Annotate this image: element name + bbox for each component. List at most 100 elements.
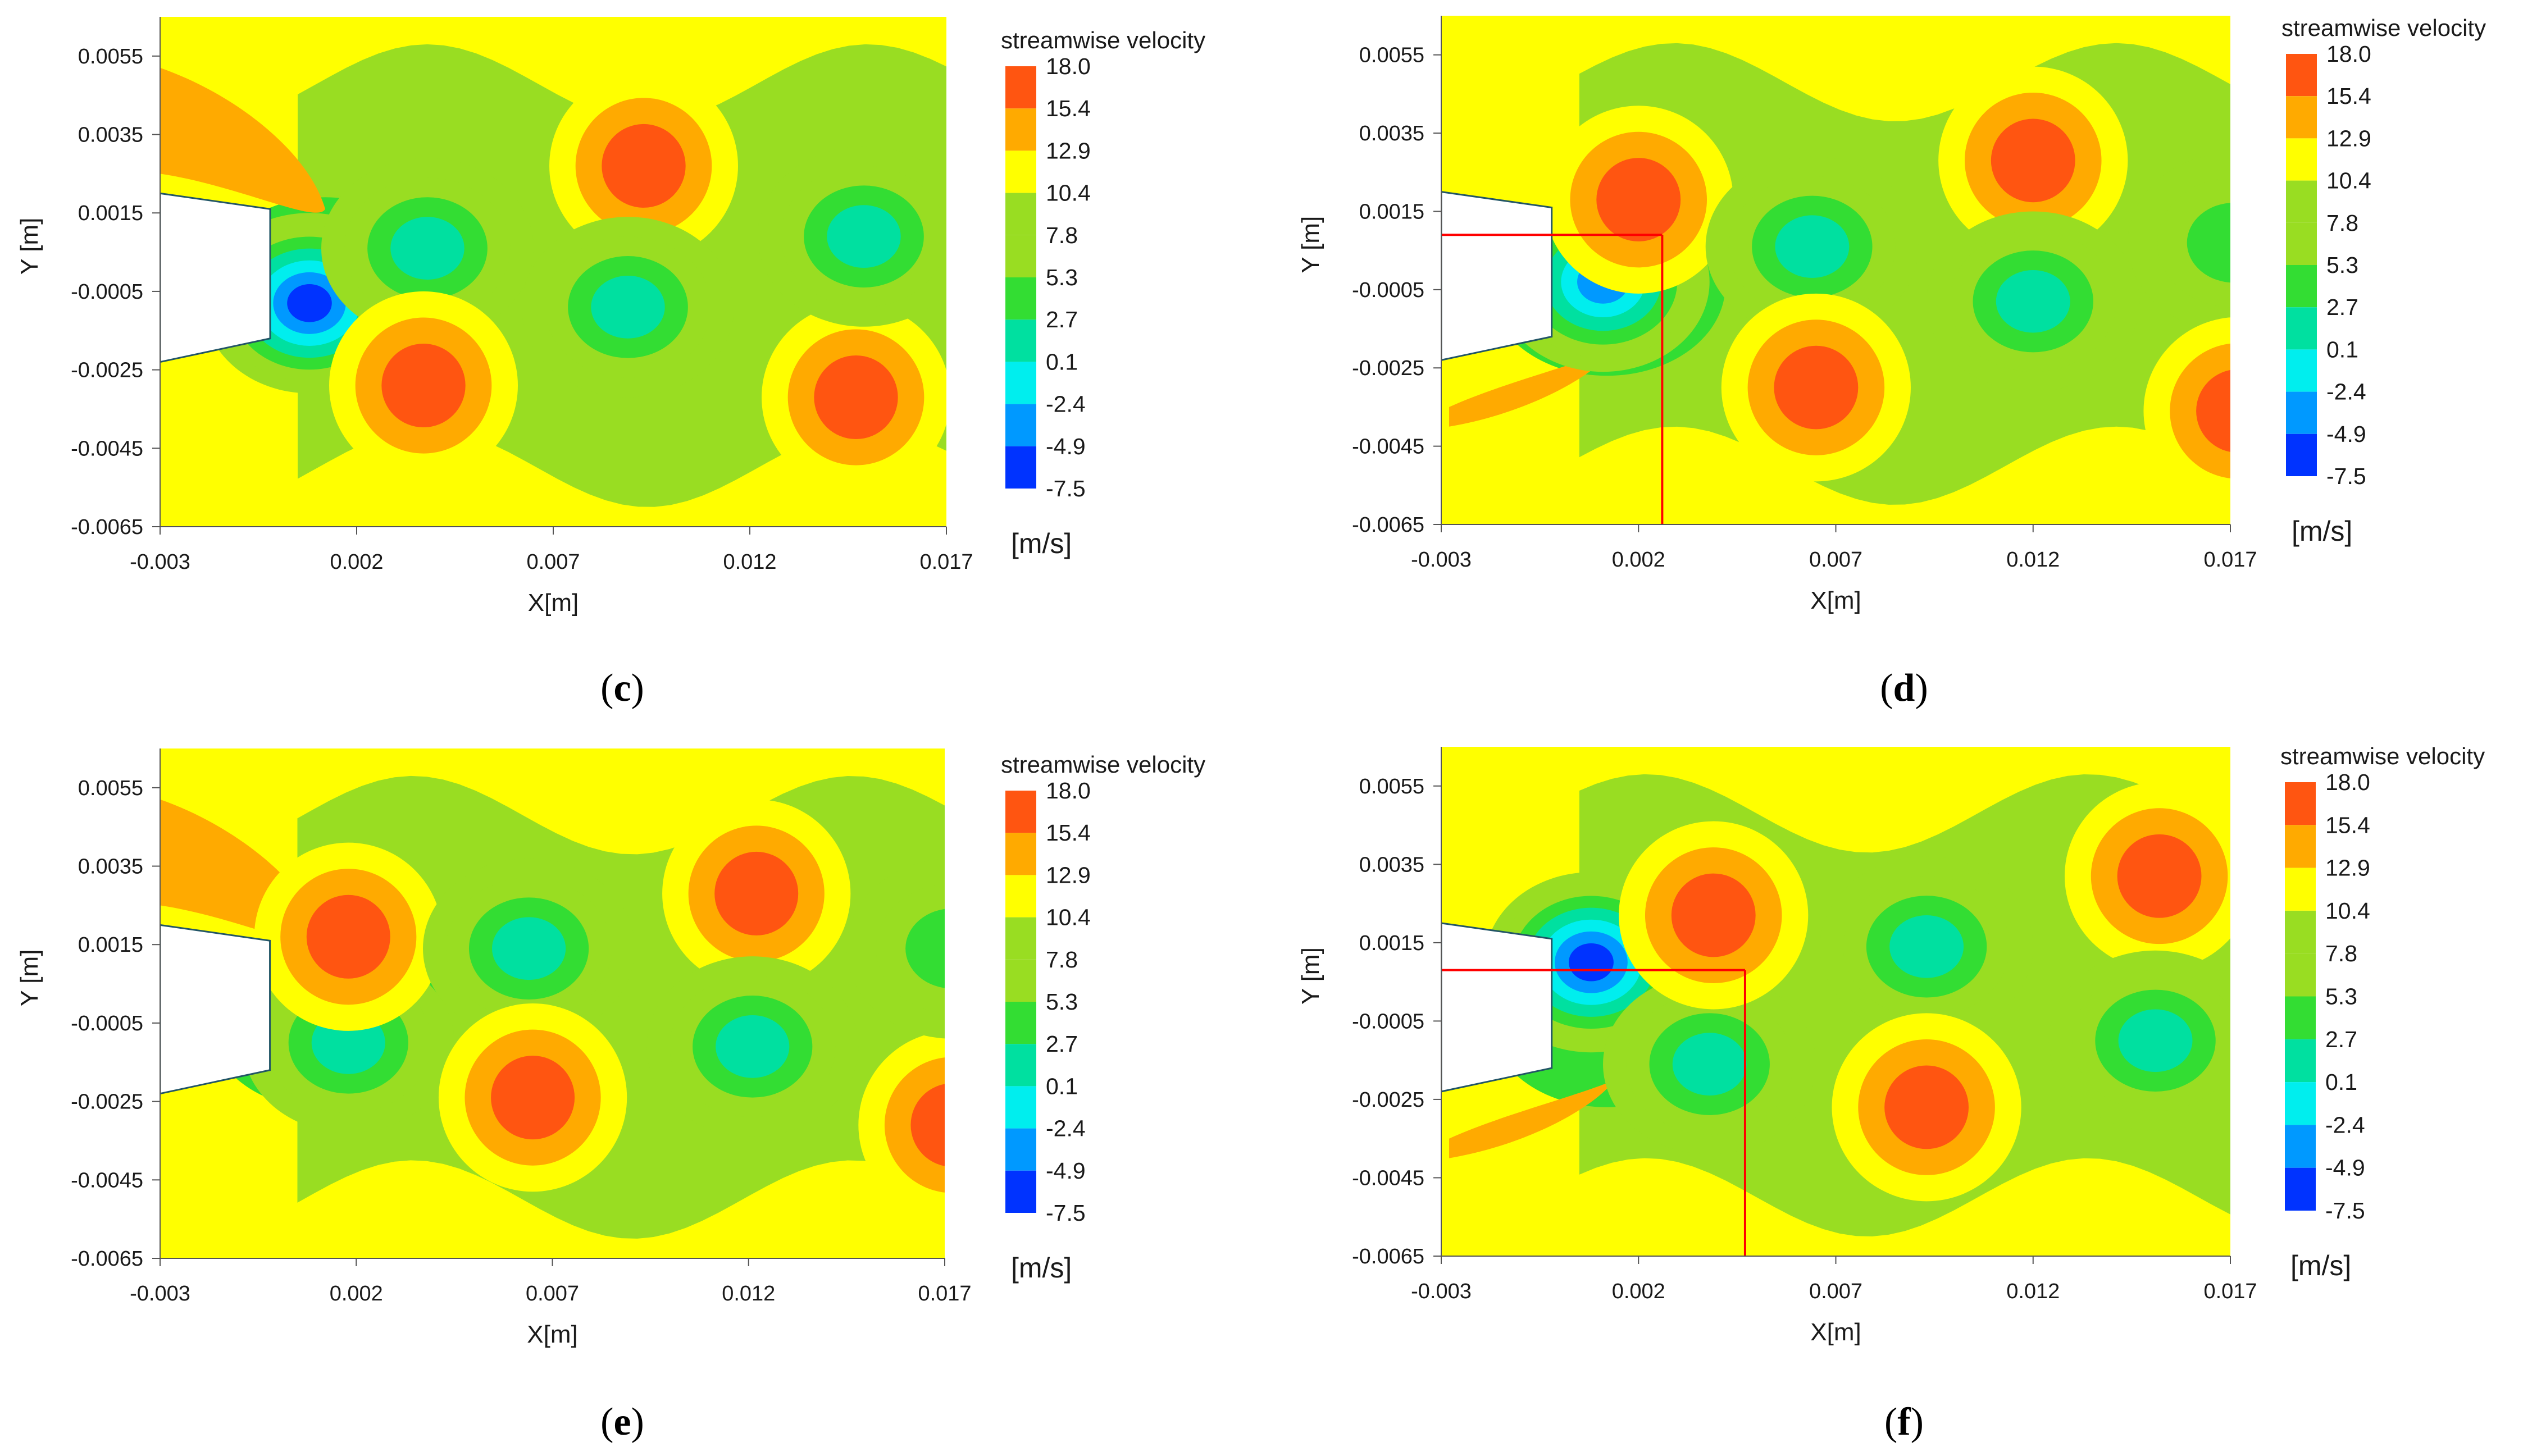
x-tick-label: 0.017 bbox=[2203, 548, 2257, 572]
panel-caption: (f) bbox=[1884, 1400, 1924, 1444]
y-axis-label: Y [m] bbox=[1297, 216, 1324, 273]
legend-level-label: 2.7 bbox=[2326, 294, 2358, 320]
legend-swatch bbox=[1005, 1170, 1036, 1213]
vortex-6-ring-2 bbox=[910, 1084, 945, 1166]
x-tick-label: -0.003 bbox=[1411, 1280, 1472, 1303]
x-tick-label: 0.017 bbox=[919, 550, 973, 574]
bluff-body bbox=[1441, 191, 1553, 361]
legend-swatch bbox=[1005, 917, 1036, 960]
x-tick-label: 0.002 bbox=[1612, 1280, 1665, 1303]
legend-level-label: 15.4 bbox=[2325, 812, 2370, 838]
legend-level-label: 5.3 bbox=[2325, 984, 2357, 1010]
x-tick-label: 0.007 bbox=[526, 1282, 579, 1306]
vortex-6-ring-3 bbox=[827, 205, 901, 268]
legend-title: streamwise velocity bbox=[1001, 27, 1205, 53]
legend-level-label: 7.8 bbox=[1046, 222, 1078, 248]
x-tick-label: 0.002 bbox=[330, 550, 383, 574]
legend-level-label: 18.0 bbox=[1046, 778, 1091, 804]
legend-swatch bbox=[1005, 1002, 1036, 1044]
x-tick-label: 0.012 bbox=[2006, 1280, 2060, 1303]
vortex-1-ring-2 bbox=[1596, 158, 1681, 241]
contour-panel-f: -0.003 0.002 0.007 0.012 0.017 0.0055 0.0035 0.… bbox=[1297, 743, 2485, 1444]
legend-swatch bbox=[1005, 959, 1036, 1002]
legend-level-label: -2.4 bbox=[2325, 1112, 2365, 1138]
x-tick-label: 0.012 bbox=[722, 1282, 775, 1306]
legend-swatch bbox=[1005, 362, 1036, 404]
panel-caption: (d) bbox=[1880, 667, 1928, 710]
legend-swatch bbox=[2286, 54, 2317, 97]
legend-unit: [m/s] bbox=[1011, 1252, 1072, 1284]
y-tick-label: 0.0015 bbox=[1359, 200, 1424, 223]
x-tick-label: 0.002 bbox=[330, 1282, 383, 1306]
legend-level-label: 2.7 bbox=[1046, 1031, 1078, 1057]
legend-title: streamwise velocity bbox=[2281, 15, 2486, 41]
legend-level-label: 12.9 bbox=[2326, 125, 2371, 151]
legend-swatch bbox=[2285, 1125, 2316, 1168]
legend-unit: [m/s] bbox=[2292, 515, 2352, 547]
y-axis-label: Y [m] bbox=[1297, 947, 1324, 1005]
legend-level-label: 7.8 bbox=[2325, 941, 2357, 966]
vortex-2-ring-3 bbox=[1775, 215, 1850, 278]
legend-swatch bbox=[1005, 833, 1036, 875]
y-tick-label: -0.0045 bbox=[71, 437, 143, 460]
y-tick-label: -0.0045 bbox=[71, 1169, 143, 1192]
legend-level-label: 15.4 bbox=[1046, 95, 1091, 121]
x-tick-label: 0.012 bbox=[2006, 548, 2060, 572]
legend-swatch bbox=[1005, 1044, 1036, 1087]
y-tick-label: -0.0045 bbox=[1352, 435, 1424, 459]
x-tick-label: -0.003 bbox=[130, 1282, 190, 1306]
legend-level-label: 7.8 bbox=[1046, 947, 1078, 973]
upper-shear-jet bbox=[160, 67, 325, 213]
legend-level-label: 18.0 bbox=[2325, 769, 2370, 795]
vortex-6-ring-1 bbox=[884, 1057, 945, 1193]
legend-title: streamwise velocity bbox=[1001, 751, 1205, 778]
vortex-5-ring-2 bbox=[2117, 834, 2202, 918]
vortex-0-ring-6 bbox=[1569, 943, 1614, 982]
vortex-1-ring-2 bbox=[306, 894, 390, 979]
plot-area bbox=[160, 748, 945, 1258]
vortex-2-ring-2 bbox=[381, 344, 466, 428]
vortex-4-ring-3 bbox=[591, 275, 665, 339]
legend-swatch bbox=[2285, 1167, 2316, 1211]
vortex-2-ring-2 bbox=[1671, 873, 1756, 957]
y-tick-label: -0.0005 bbox=[1352, 279, 1424, 302]
y-tick-label: 0.0035 bbox=[1359, 853, 1424, 877]
legend-level-label: 10.4 bbox=[2325, 898, 2370, 924]
legend-level-label: 0.1 bbox=[1046, 349, 1078, 375]
x-tick-label: 0.007 bbox=[1809, 548, 1862, 572]
legend-swatch bbox=[2286, 222, 2317, 265]
y-tick-label: 0.0015 bbox=[78, 933, 143, 957]
vortex-3-ring-3 bbox=[1889, 915, 1964, 978]
y-tick-label: 0.0035 bbox=[78, 124, 143, 147]
vortex-4-ring-2 bbox=[1991, 118, 2075, 203]
legend-level-label: -4.9 bbox=[2326, 421, 2366, 447]
legend-level-label: 10.4 bbox=[2326, 168, 2371, 194]
legend-swatch bbox=[2286, 96, 2317, 139]
x-tick-label: 0.007 bbox=[526, 550, 580, 574]
y-axis-label: Y [m] bbox=[16, 950, 43, 1007]
legend-swatch bbox=[2285, 996, 2316, 1039]
legend-swatch bbox=[1005, 320, 1036, 362]
x-axis-label: X[m] bbox=[1810, 587, 1861, 614]
legend-swatch bbox=[2285, 953, 2316, 997]
y-tick-label: -0.0065 bbox=[1352, 513, 1424, 537]
legend-swatch bbox=[2286, 265, 2317, 308]
y-tick-label: -0.0005 bbox=[1352, 1010, 1424, 1033]
legend-level-label: 2.7 bbox=[2325, 1026, 2357, 1052]
y-tick-label: -0.0005 bbox=[71, 280, 143, 304]
legend-swatch bbox=[1005, 193, 1036, 235]
legend-swatch bbox=[2286, 180, 2317, 223]
legend-level-label: 7.8 bbox=[2326, 210, 2358, 236]
legend-swatch bbox=[1005, 446, 1036, 489]
legend-unit: [m/s] bbox=[2290, 1250, 2351, 1281]
legend-title: streamwise velocity bbox=[2280, 743, 2485, 769]
plot-area bbox=[160, 17, 946, 527]
x-tick-label: 0.017 bbox=[2203, 1280, 2257, 1303]
legend-level-label: 0.1 bbox=[2326, 336, 2358, 362]
panel-caption: (e) bbox=[600, 1400, 644, 1444]
legend-level-label: -4.9 bbox=[1046, 1158, 1086, 1184]
legend-level-label: 2.7 bbox=[1046, 307, 1078, 332]
